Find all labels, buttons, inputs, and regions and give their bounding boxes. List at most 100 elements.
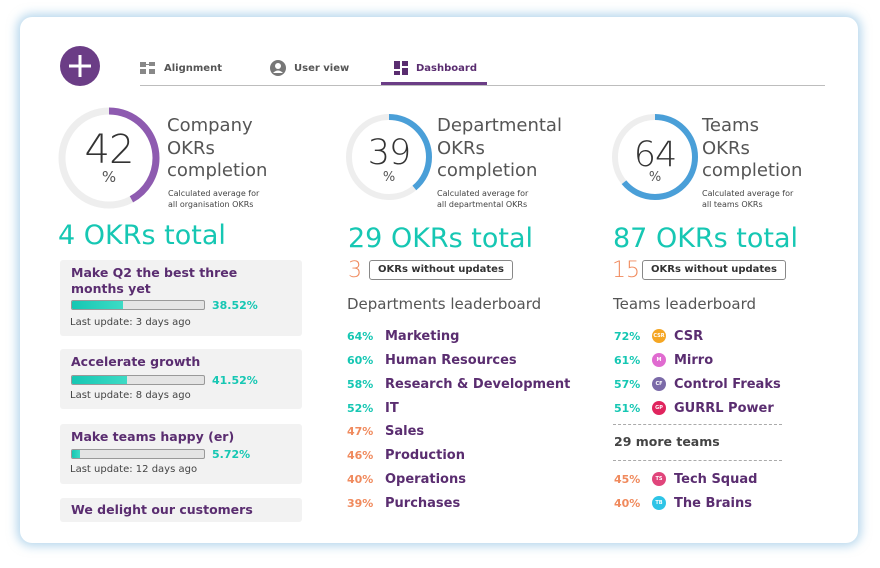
add-button[interactable] (60, 46, 100, 86)
active-tab-indicator (381, 82, 487, 85)
department-percent: 52% (347, 401, 374, 415)
team-percent: 72% (614, 329, 641, 343)
objective-last-update: Last update: 3 days ago (70, 317, 191, 328)
team-percent: 57% (614, 377, 641, 391)
department-row[interactable]: 39% Purchases (347, 494, 460, 512)
team-name: GURRL Power (674, 400, 774, 416)
teams-ring-subtitle: Calculated average for all teams OKRs (702, 189, 794, 209)
tab-alignment[interactable]: Alignment (140, 52, 222, 84)
objective-percent: 41.52% (212, 374, 258, 387)
tab-label: Alignment (164, 62, 222, 74)
department-name: Purchases (385, 495, 461, 511)
department-row[interactable]: 60% Human Resources (347, 351, 517, 369)
objective-card[interactable]: Accelerate growth 41.52% Last update: 8 … (60, 349, 302, 409)
objective-title: We delight our customers (71, 502, 253, 517)
team-percent: 45% (614, 472, 641, 486)
company-okr-total: 4 OKRs total (58, 220, 226, 251)
user-icon (270, 60, 286, 76)
department-percent: 39% (347, 496, 374, 510)
departmental-completion-ring (346, 114, 432, 200)
departments-leaderboard-title: Departments leaderboard (347, 295, 542, 313)
objective-card[interactable]: Make Q2 the best three months yet 38.52% … (60, 260, 302, 336)
team-avatar: TS (652, 472, 666, 486)
department-percent: 58% (347, 377, 374, 391)
team-percent: 51% (614, 401, 641, 415)
more-teams-link[interactable]: 29 more teams (614, 434, 720, 449)
percent-sign: % (101, 168, 117, 186)
department-percent: 40% (347, 472, 374, 486)
department-row[interactable]: 64% Marketing (347, 327, 459, 345)
department-name: Human Resources (385, 352, 517, 368)
company-percent: 42 (84, 127, 135, 173)
team-percent: 61% (614, 353, 641, 367)
alignment-icon (140, 61, 156, 75)
department-name: Operations (385, 471, 466, 487)
team-row[interactable]: 45% TS Tech Squad (614, 470, 757, 488)
department-percent: 46% (347, 448, 374, 462)
objective-last-update: Last update: 8 days ago (70, 390, 191, 401)
objective-card[interactable]: Make teams happy (er) 5.72% Last update:… (60, 424, 302, 484)
team-row[interactable]: 72% CSR CSR (614, 327, 703, 345)
divider (613, 460, 782, 461)
department-row[interactable]: 47% Sales (347, 422, 424, 440)
team-avatar: M (652, 353, 666, 367)
team-name: Mirro (674, 352, 714, 368)
teams-completion-ring (612, 114, 698, 200)
team-avatar: CSR (652, 329, 666, 343)
objective-progress-bar (71, 449, 205, 459)
objective-percent: 5.72% (212, 448, 251, 461)
company-ring-subtitle: Calculated average for all organisation O… (168, 189, 260, 209)
objective-card[interactable]: We delight our customers (60, 498, 302, 522)
tab-user-view[interactable]: User view (270, 52, 349, 84)
teams-no-updates-count: 15 (612, 258, 640, 283)
departmental-ring-title: Departmental OKRs completion (437, 115, 562, 181)
departments-no-updates-count: 3 (348, 258, 362, 283)
team-name: CSR (674, 328, 704, 344)
company-ring-title: Company OKRs completion (167, 115, 268, 181)
department-row[interactable]: 52% IT (347, 399, 399, 417)
objective-progress-bar (71, 300, 205, 310)
percent-sign: % (382, 170, 396, 185)
team-row[interactable]: 61% M Mirro (614, 351, 713, 369)
plus-icon (69, 55, 91, 77)
objective-last-update: Last update: 12 days ago (70, 464, 198, 475)
department-percent: 64% (347, 329, 374, 343)
department-percent: 60% (347, 353, 374, 367)
objective-percent: 38.52% (212, 299, 258, 312)
team-avatar: TB (652, 496, 666, 510)
teams-okrs-without-updates-button[interactable]: OKRs without updates (642, 260, 786, 280)
tab-label: User view (294, 62, 350, 74)
departments-okrs-without-updates-button[interactable]: OKRs without updates (369, 260, 513, 280)
teams-ring-title: Teams OKRs completion (702, 115, 803, 181)
dashboard-icon (394, 61, 408, 75)
team-name: Control Freaks (674, 376, 781, 392)
teams-percent: 64 (633, 135, 678, 175)
view-tabs: Alignment User view Dashboard (140, 52, 825, 86)
departmental-ring-subtitle: Calculated average for all departmental O… (437, 189, 529, 209)
company-completion-ring (58, 107, 160, 209)
team-row[interactable]: 57% CF Control Freaks (614, 375, 781, 393)
divider (613, 424, 782, 425)
team-row[interactable]: 51% GP GURRL Power (614, 399, 774, 417)
team-row[interactable]: 40% TB The Brains (614, 494, 752, 512)
tab-dashboard[interactable]: Dashboard (394, 52, 477, 84)
department-name: Production (385, 447, 465, 463)
department-name: Sales (385, 423, 425, 439)
team-avatar: CF (652, 377, 666, 391)
team-name: Tech Squad (674, 471, 758, 487)
department-row[interactable]: 58% Research & Development (347, 375, 570, 393)
percent-sign: % (648, 170, 662, 185)
teams-leaderboard-title: Teams leaderboard (613, 295, 757, 313)
tab-label: Dashboard (416, 62, 477, 74)
objective-title: Make teams happy (er) (71, 429, 235, 444)
teams-okr-total: 87 OKRs total (613, 223, 799, 254)
departmental-percent: 39 (367, 133, 412, 173)
team-percent: 40% (614, 496, 641, 510)
department-name: IT (385, 400, 399, 416)
department-name: Marketing (385, 328, 460, 344)
department-row[interactable]: 46% Production (347, 446, 465, 464)
team-avatar: GP (652, 401, 666, 415)
departmental-okr-total: 29 OKRs total (348, 223, 534, 254)
department-row[interactable]: 40% Operations (347, 470, 466, 488)
department-name: Research & Development (385, 376, 571, 392)
